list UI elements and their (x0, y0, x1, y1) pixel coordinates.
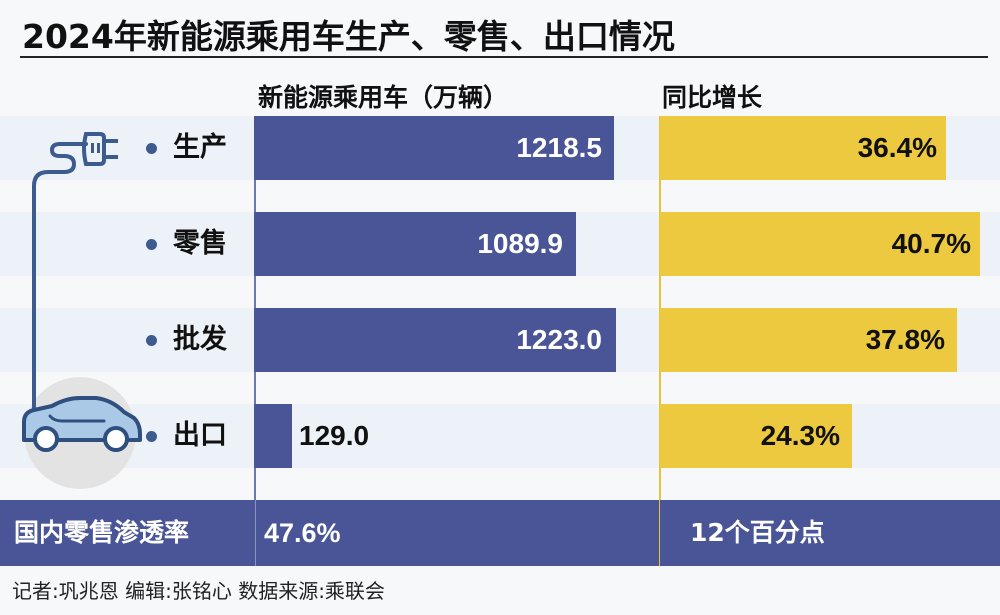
volume-bar-retail (254, 212, 576, 276)
bullet-icon (146, 142, 157, 154)
growth-bar-production (660, 116, 946, 180)
penetration-label: 国内零售渗透率 (14, 518, 190, 547)
title-rule (20, 56, 988, 58)
volume-column-header: 新能源乘用车（万辆） (258, 83, 509, 112)
summary-band (0, 500, 1000, 566)
summary-divider (659, 500, 660, 566)
credits-footer: 记者:巩兆恩 编辑:张铭心 数据来源:乘联会 (12, 579, 385, 603)
category-label-export: 出口 (146, 404, 227, 468)
growth-value-retail: 40.7% (891, 228, 971, 259)
growth-bar-export (660, 404, 852, 468)
volume-value-export: 129.0 (299, 420, 370, 451)
penetration-value: 47.6% (264, 518, 341, 548)
volume-bar-export (254, 404, 292, 468)
volume-value-wholesale: 1223.0 (516, 324, 602, 355)
growth-bar-retail (660, 212, 980, 276)
bullet-icon (146, 430, 157, 442)
growth-bar-wholesale (660, 308, 957, 372)
category-label-retail: 零售 (146, 212, 227, 276)
volume-value-retail: 1089.9 (477, 228, 563, 259)
growth-value-wholesale: 37.8% (865, 324, 945, 355)
chart-title: 2024年新能源乘用车生产、零售、出口情况 (22, 17, 675, 56)
penetration-change: 12个百分点 (690, 518, 825, 547)
category-label-production: 生产 (146, 116, 227, 180)
growth-column-header: 同比增长 (662, 83, 763, 112)
growth-value-production: 36.4% (857, 132, 937, 163)
volume-value-production: 1218.5 (516, 132, 602, 163)
volume-bar-production (254, 116, 614, 180)
summary-divider (255, 500, 256, 566)
bullet-icon (146, 334, 157, 346)
growth-value-export: 24.3% (760, 420, 840, 451)
plug-and-car-icon (22, 132, 142, 489)
volume-bar-wholesale (254, 308, 616, 372)
category-label-wholesale: 批发 (146, 308, 227, 372)
bullet-icon (146, 238, 157, 250)
